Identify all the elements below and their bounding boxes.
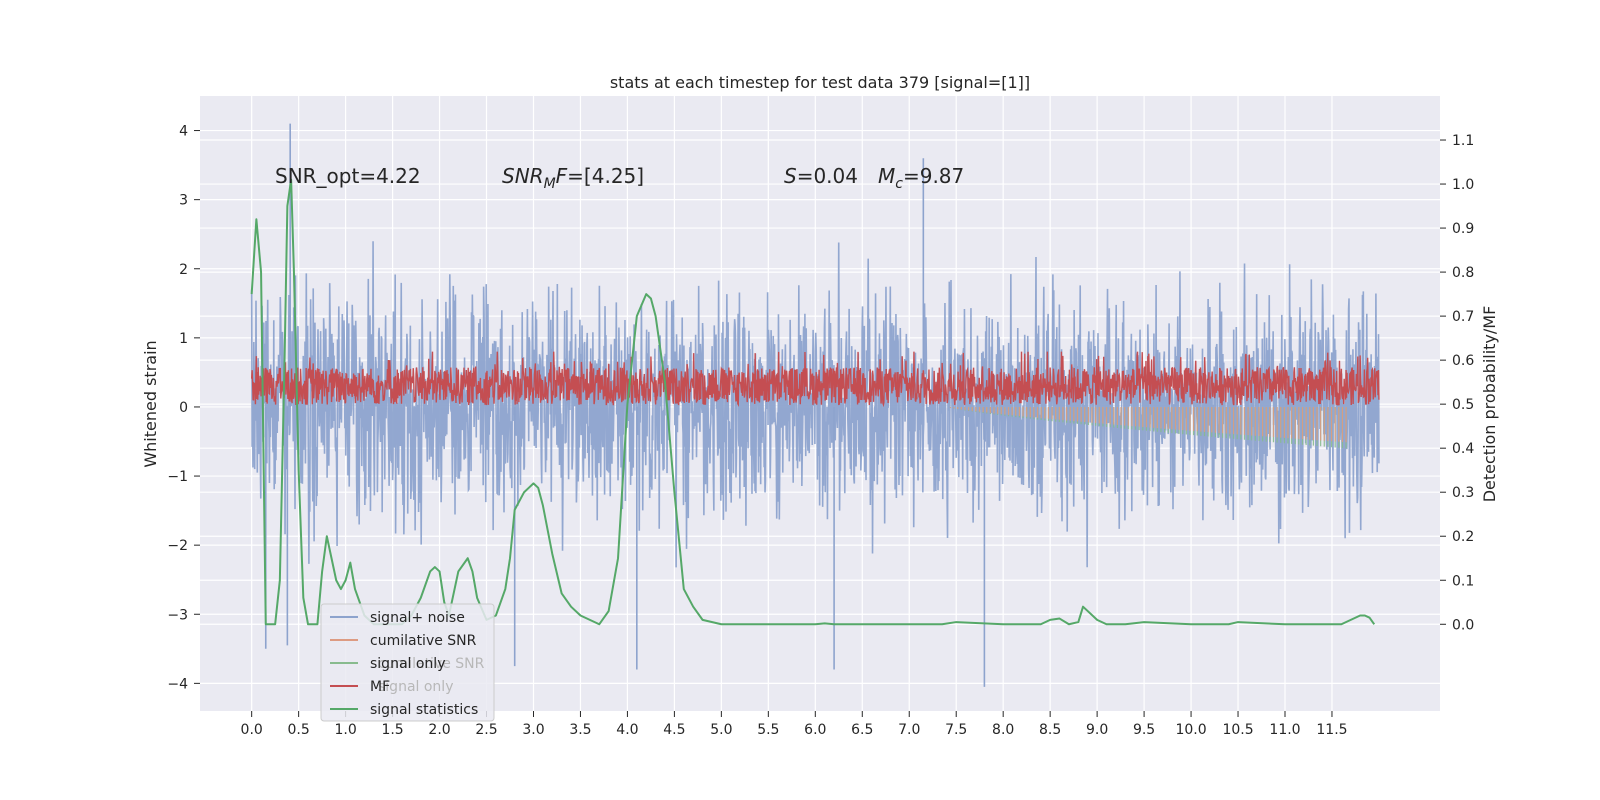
series-layer	[250, 123, 1380, 687]
y2-tick-label: 0.1	[1452, 573, 1474, 589]
x-tick-label: 11.5	[1316, 722, 1347, 738]
y2-tick-label: 1.0	[1452, 177, 1474, 193]
x-tick-label: 10.5	[1222, 722, 1253, 738]
x-tick-label: 2.0	[428, 722, 450, 738]
y-tick-label: −4	[167, 676, 188, 692]
annotation-snr-mf-b: F	[556, 164, 568, 188]
y2-tick-label: 0.6	[1452, 353, 1474, 369]
y-tick-label: 4	[179, 124, 188, 140]
y2-tick-label: 0.0	[1452, 617, 1474, 633]
x-tick-label: 9.0	[1086, 722, 1108, 738]
y-tick-label: 0	[179, 400, 188, 416]
y2-tick-label: 0.2	[1452, 529, 1474, 545]
y2-tick-label: 0.7	[1452, 309, 1474, 325]
legend-label: MF	[370, 679, 390, 695]
x-tick-label: 2.5	[475, 722, 497, 738]
x-tick-label: 9.5	[1133, 722, 1155, 738]
x-tick-label: 0.5	[288, 722, 310, 738]
y2-tick-label: 0.8	[1452, 265, 1474, 281]
x-tick-label: 7.0	[898, 722, 920, 738]
legend-label: cumilative SNR	[370, 633, 477, 649]
y2-tick-label: 0.4	[1452, 441, 1474, 457]
x-tick-label: 0.0	[241, 722, 263, 738]
x-tick-label: 10.0	[1175, 722, 1206, 738]
series-mf	[250, 351, 1380, 408]
legend-label: signal statistics	[370, 702, 478, 718]
y2-tick-label: 1.1	[1452, 133, 1474, 149]
legend-label: signal+ noise	[370, 610, 465, 626]
annotation-mc-val: =9.87	[903, 164, 964, 188]
annotation-snr-mf-a: SNR	[502, 164, 544, 188]
y2-tick-label: 0.3	[1452, 485, 1474, 501]
y-tick-label: −3	[167, 607, 188, 623]
y2-tick-label: 0.5	[1452, 397, 1474, 413]
y-tick-label: −1	[167, 469, 188, 485]
x-tick-label: 8.5	[1039, 722, 1061, 738]
axes-layer: 0.0 0.5 1.0 1.5 2.0 2.5 3.0 3.5 4.0 4.5 5.0 5.5 6.0 6…	[167, 124, 1474, 738]
y-tick-label: 3	[179, 193, 188, 209]
series-signal-noise	[250, 241, 1380, 568]
y2-axis-title: Detection probability/MF	[1480, 306, 1499, 503]
annotation-s: S=0.04	[784, 164, 858, 188]
annotation-mc-var: M	[878, 164, 895, 188]
legend-box	[320, 603, 495, 722]
annotation-mc-sub: c	[895, 176, 903, 192]
x-tick-label: 6.5	[851, 722, 873, 738]
y-tick-label: 1	[179, 331, 188, 347]
annotation-snr-opt: SNR_opt=4.22	[275, 164, 421, 188]
annotation-s-val: =0.04	[797, 164, 858, 188]
x-tick-label: 5.5	[757, 722, 779, 738]
x-tick-label: 1.5	[381, 722, 403, 738]
legend-ghost-text: cumilative SNR	[378, 656, 485, 672]
annotation-s-var: S	[784, 164, 797, 188]
x-tick-label: 8.0	[992, 722, 1014, 738]
x-tick-label: 5.0	[710, 722, 732, 738]
x-tick-label: 6.0	[804, 722, 826, 738]
y2-tick-label: 0.9	[1452, 221, 1474, 237]
y-axis-title: Whitened strain	[141, 340, 160, 467]
series-signal-statistics	[250, 178, 1376, 626]
x-tick-label: 11.0	[1269, 722, 1300, 738]
x-tick-label: 7.5	[945, 722, 967, 738]
annotation-snr-mf-c: =[4.25]	[567, 164, 644, 188]
legend-label: signal only	[370, 656, 445, 672]
y-tick-label: −2	[167, 538, 188, 554]
x-tick-label: 4.0	[616, 722, 638, 738]
annotation-snr-mf-sub: M	[544, 176, 556, 192]
annotation-mc: Mc=9.87	[878, 164, 964, 192]
annotation-snr-mf: SNRMF=[4.25]	[502, 164, 644, 192]
x-tick-label: 3.5	[569, 722, 591, 738]
legend-ghost-text: signal only	[378, 679, 453, 695]
x-tick-label: 1.0	[334, 722, 356, 738]
y-tick-label: 2	[179, 262, 188, 278]
series-cumulative-snr	[949, 406, 1347, 443]
chart-title: stats at each timestep for test data 379…	[610, 73, 1030, 92]
x-tick-label: 4.5	[663, 722, 685, 738]
x-tick-label: 3.0	[522, 722, 544, 738]
